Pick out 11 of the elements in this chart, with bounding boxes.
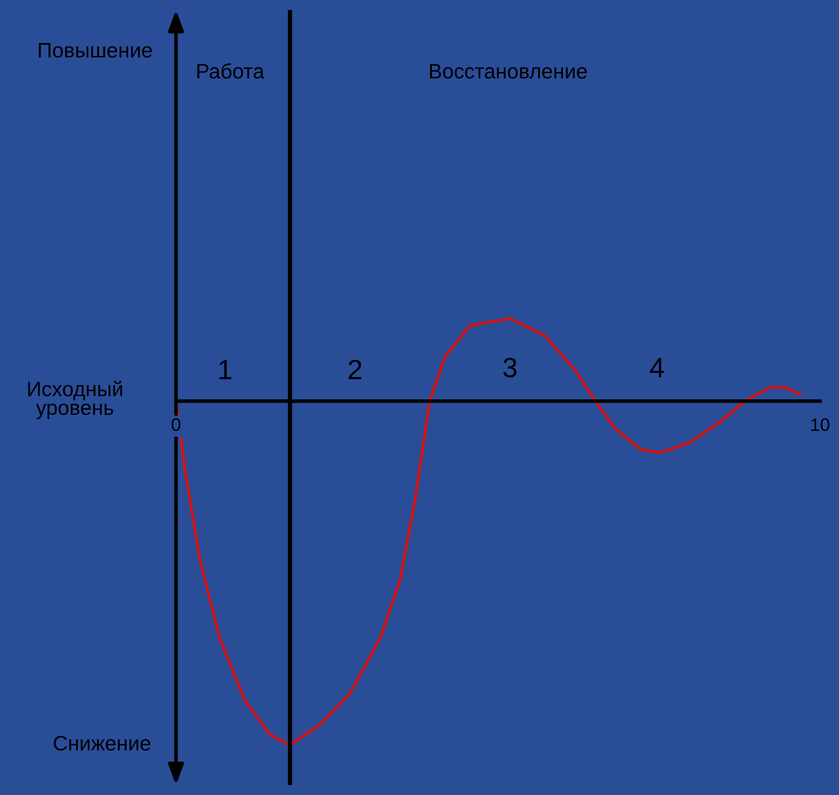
x-tick-label: 10 <box>811 418 830 432</box>
annotation: 2 <box>348 360 362 380</box>
text: Восстановление <box>430 64 587 79</box>
text: Повышение <box>38 43 152 58</box>
annotation: 1 <box>219 360 232 380</box>
text: Снижение <box>54 736 150 751</box>
annotation: 4 <box>650 358 664 378</box>
text: Исходный уровень <box>28 380 122 420</box>
x-tick-label: 0 <box>172 418 180 432</box>
annotation: 3 <box>503 358 517 378</box>
text: Работа <box>197 63 264 79</box>
